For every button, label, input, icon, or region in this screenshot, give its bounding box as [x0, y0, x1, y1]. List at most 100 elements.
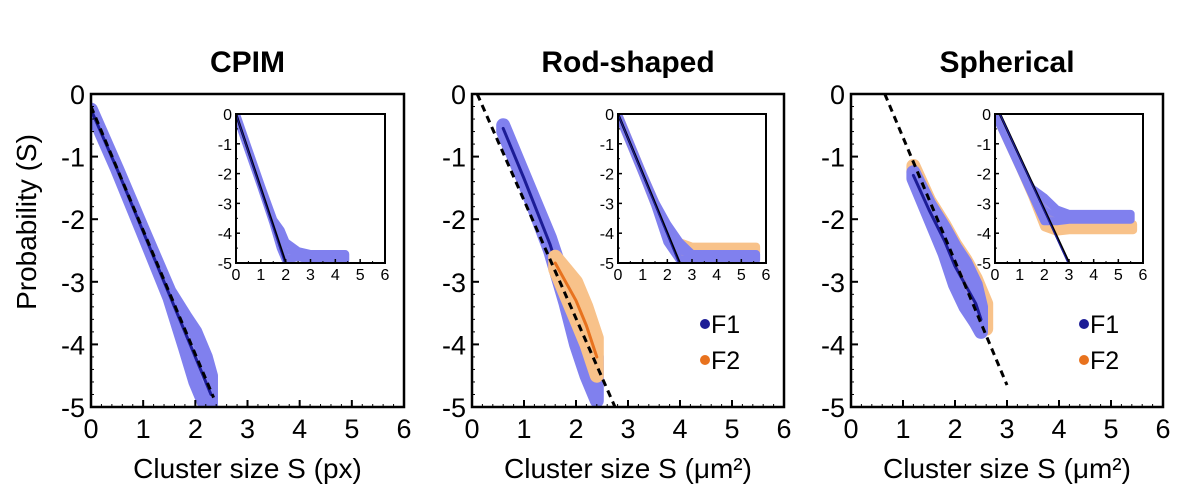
main-y-tick-label: -4: [61, 330, 85, 360]
main-x-tick-label: 6: [776, 414, 791, 444]
main-y-tick-label: 0: [451, 80, 466, 110]
inset-y-tick-label: -4: [600, 226, 614, 243]
main-y-tick-label: -3: [61, 268, 85, 298]
inset-x-tick-label: 2: [281, 267, 290, 284]
legend-label-F2: F2: [1090, 347, 1119, 375]
main-x-tick-label: 0: [843, 414, 858, 444]
inset-x-tick-label: 3: [306, 267, 315, 284]
fit-line: [883, 94, 1009, 386]
main-y-tick-label: -1: [442, 143, 466, 173]
main-x-tick-label: 0: [83, 414, 98, 444]
x-axis-label: Cluster size S (μm²): [883, 453, 1131, 484]
inset-x-tick-label: 5: [356, 267, 365, 284]
main-x-tick-label: 4: [292, 414, 307, 444]
main-x-tick-label: 3: [999, 414, 1014, 444]
inset-x-tick-label: 6: [1139, 267, 1148, 284]
series-F2-line: [553, 261, 599, 359]
legend-marker-F1: [700, 319, 710, 329]
main-y-tick-label: -3: [821, 268, 845, 298]
inset-plot-area: [995, 114, 1138, 263]
main-x-tick-label: 3: [620, 414, 635, 444]
main-y-tick-label: -2: [442, 205, 466, 235]
inset-y-tick-label: 0: [223, 107, 232, 124]
inset-y-tick-label: -5: [600, 256, 614, 273]
main-x-tick-label: 1: [895, 414, 910, 444]
inset-f1-line: [999, 114, 1069, 263]
legend-label-F1: F1: [1090, 311, 1119, 339]
inset-plot-area: [618, 114, 761, 263]
main-y-tick-label: -3: [442, 268, 466, 298]
inset-y-tick-label: -1: [600, 137, 614, 154]
inset-x-tick-label: 5: [1114, 267, 1123, 284]
main-x-tick-label: 4: [672, 414, 687, 444]
inset-y-tick-label: -2: [600, 167, 614, 184]
legend-label-F2: F2: [711, 347, 740, 375]
series-F1-line: [911, 173, 983, 321]
inset-y-tick-label: -3: [977, 196, 991, 213]
main-x-tick-label: 2: [947, 414, 962, 444]
inset-y-tick-label: 0: [605, 107, 614, 124]
inset-series-1-line: [995, 114, 1134, 220]
inset-y-tick-label: -1: [977, 137, 991, 154]
inset-plot-area: [236, 114, 350, 263]
inset-x-tick-label: 3: [1065, 267, 1074, 284]
main-x-tick-label: 3: [240, 414, 255, 444]
main-y-tick-label: -4: [821, 330, 845, 360]
main-x-tick-label: 1: [516, 414, 531, 444]
inset-f1-line: [236, 114, 286, 263]
main-y-tick-label: 0: [70, 80, 85, 110]
legend-marker-F2: [1079, 355, 1089, 365]
main-x-tick-label: 6: [396, 414, 411, 444]
inset-y-tick-label: -4: [977, 226, 991, 243]
main-y-tick-label: -4: [442, 330, 466, 360]
inset-y-tick-label: -2: [977, 167, 991, 184]
inset-background: [995, 114, 1143, 263]
inset-y-tick-label: -3: [600, 196, 614, 213]
panel-title: Spherical: [939, 46, 1074, 79]
inset-background: [618, 114, 766, 263]
inset-y-tick-label: 0: [982, 107, 991, 124]
main-y-tick-label: -5: [61, 393, 85, 423]
inset-x-tick-label: 6: [762, 267, 771, 284]
inset-y-tick-label: -5: [977, 256, 991, 273]
main-y-tick-label: -5: [821, 393, 845, 423]
main-y-tick-label: -2: [821, 205, 845, 235]
inset-x-tick-label: 1: [638, 267, 647, 284]
legend-marker-F1: [1079, 319, 1089, 329]
inset-y-tick-label: -4: [218, 226, 232, 243]
plot-area: [883, 94, 1009, 386]
main-x-tick-label: 5: [724, 414, 739, 444]
legend-label-F1: F1: [711, 311, 740, 339]
main-y-tick-label: -2: [61, 205, 85, 235]
inset-x-tick-label: 0: [991, 267, 1000, 284]
main-x-tick-label: 5: [344, 414, 359, 444]
main-y-tick-label: -1: [61, 143, 85, 173]
inset-x-tick-label: 4: [1089, 267, 1098, 284]
main-y-tick-label: 0: [830, 80, 845, 110]
x-axis-label: Cluster size S (px): [133, 453, 362, 484]
x-axis-label: Cluster size S (μm²): [504, 453, 752, 484]
inset-x-tick-label: 1: [1015, 267, 1024, 284]
main-x-tick-label: 4: [1051, 414, 1066, 444]
inset-x-tick-label: 3: [688, 267, 697, 284]
inset-x-tick-label: 2: [663, 267, 672, 284]
inset-x-tick-label: 5: [737, 267, 746, 284]
main-x-tick-label: 6: [1155, 414, 1170, 444]
inset-y-tick-label: -3: [218, 196, 232, 213]
main-x-tick-label: 0: [464, 414, 479, 444]
fit-line: [475, 94, 617, 407]
main-x-tick-label: 2: [188, 414, 203, 444]
main-x-tick-label: 2: [568, 414, 583, 444]
inset-x-tick-label: 0: [614, 267, 623, 284]
panel-title: Rod-shaped: [541, 46, 714, 79]
main-x-tick-label: 5: [1103, 414, 1118, 444]
main-y-tick-label: -1: [821, 143, 845, 173]
panel-title: CPIM: [210, 46, 285, 79]
plot-area: [475, 94, 617, 407]
main-y-tick-label: -5: [442, 393, 466, 423]
inset-f1-line: [618, 114, 680, 263]
